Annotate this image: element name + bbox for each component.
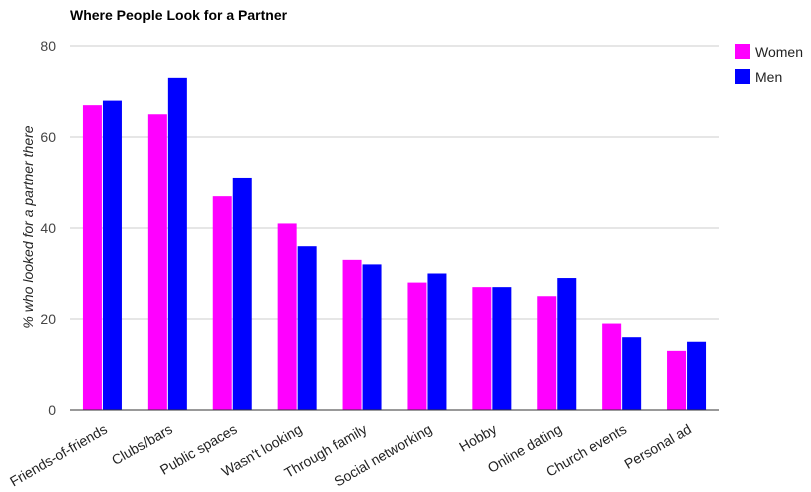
y-tick-label: 0	[48, 402, 56, 418]
chart-title: Where People Look for a Partner	[70, 7, 288, 23]
x-tick-label: Hobby	[456, 421, 499, 455]
bar-men	[492, 287, 512, 410]
legend-swatch-men	[735, 69, 750, 84]
bar-men	[362, 264, 382, 410]
bar-men	[622, 337, 642, 410]
bar-women	[212, 196, 232, 410]
legend-swatch-women	[735, 44, 750, 59]
bar-women	[602, 323, 622, 410]
bar-men	[557, 278, 577, 410]
bar-women	[537, 296, 557, 410]
bar-men	[427, 273, 447, 410]
bar-men	[232, 177, 252, 410]
x-tick-label: Personal ad	[621, 421, 694, 472]
bar-women	[472, 287, 492, 410]
y-tick-label: 60	[40, 129, 56, 145]
x-tick-label: Friends-of-friends	[7, 421, 110, 490]
y-tick-label: 40	[40, 220, 56, 236]
bar-women	[82, 105, 102, 411]
bar-women	[277, 223, 297, 410]
bar-men	[687, 341, 707, 410]
legend-label: Men	[755, 69, 782, 85]
y-axis-label: % who looked for a partner there	[20, 125, 36, 328]
legend: Women Men	[735, 44, 803, 85]
y-tick-label: 80	[40, 38, 56, 54]
y-tick-label: 20	[40, 311, 56, 327]
bar-women	[342, 259, 362, 410]
bar-women	[147, 114, 167, 410]
y-axis-ticks: 0 20 40 60 80	[40, 38, 56, 418]
bar-men	[297, 246, 317, 410]
gridlines	[70, 45, 719, 320]
bar-women	[407, 282, 427, 410]
bar-women	[667, 350, 687, 410]
bar-men	[102, 100, 122, 410]
bar-men	[167, 77, 187, 410]
bars	[82, 77, 707, 411]
legend-label: Women	[755, 44, 803, 60]
